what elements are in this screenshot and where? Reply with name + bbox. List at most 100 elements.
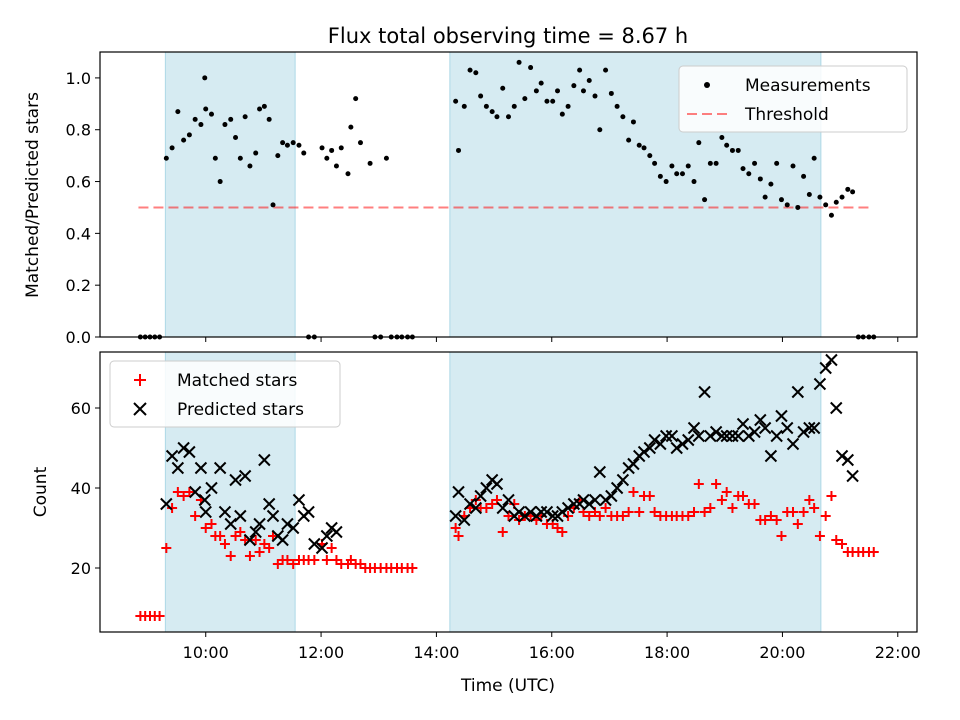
- predicted-star-point: [452, 485, 465, 499]
- matched-star-point: [814, 531, 825, 541]
- matched-star-point: [167, 503, 178, 513]
- measurement-point: [580, 88, 586, 94]
- measurement-point: [652, 160, 658, 166]
- x-tick-label: 22:00: [875, 643, 921, 662]
- measurement-point: [806, 192, 812, 197]
- measurement-point: [489, 109, 495, 115]
- predicted-star-point: [496, 501, 509, 515]
- measurement-point: [630, 119, 636, 125]
- matched-star-point: [683, 511, 694, 521]
- measurement-point: [850, 189, 856, 195]
- measurement-point: [478, 93, 484, 99]
- measurement-point: [740, 166, 746, 172]
- predicted-star-point: [758, 421, 772, 435]
- matched-star-point: [831, 535, 842, 545]
- predicted-star-point: [819, 361, 832, 375]
- predicted-star-point: [469, 501, 483, 515]
- measurement-point: [383, 155, 389, 161]
- measurement-point: [719, 135, 725, 140]
- measurement-point: [275, 153, 281, 159]
- measurement-point: [202, 75, 208, 81]
- predicted-star-point: [205, 481, 218, 495]
- matched-star-point: [826, 491, 837, 501]
- predicted-star-point: [177, 441, 190, 455]
- matched-star-point: [172, 487, 183, 497]
- predicted-star-point: [797, 425, 810, 439]
- predicted-star-point: [742, 429, 756, 443]
- measurement-point: [778, 197, 784, 203]
- predicted-star-point: [807, 421, 821, 435]
- measurement-point: [324, 155, 330, 161]
- predicted-star-point: [720, 429, 733, 443]
- measurement-point: [181, 137, 187, 143]
- matched-star-point: [206, 519, 217, 529]
- matched-star-point: [868, 547, 879, 557]
- predicted-star-point: [726, 429, 739, 443]
- matched-star-point: [321, 555, 332, 565]
- measurement-point: [790, 163, 796, 169]
- measurement-point: [620, 114, 626, 120]
- measurements-series: [137, 59, 877, 340]
- predicted-star-point: [748, 425, 761, 439]
- predicted-star-point: [218, 505, 232, 519]
- measurement-point: [348, 124, 354, 130]
- predicted-star-point: [330, 525, 343, 539]
- measurement-point: [784, 202, 790, 208]
- predicted-star-point: [754, 413, 767, 427]
- x-tick-label: 20:00: [759, 643, 805, 662]
- measurement-point: [603, 67, 609, 73]
- x-tick-label: 18:00: [644, 643, 690, 662]
- measurement-point: [828, 212, 834, 218]
- matched-star-point: [282, 555, 293, 565]
- measurement-point: [679, 171, 685, 177]
- measurement-point: [237, 155, 243, 161]
- predicted-star-point: [588, 493, 602, 507]
- measurement-point: [290, 140, 296, 146]
- top-legend-box: [678, 65, 908, 133]
- matched-star-point: [190, 511, 201, 521]
- measurement-point: [669, 163, 675, 169]
- observing-window: [164, 51, 296, 338]
- measurement-point: [506, 114, 511, 120]
- bottom-panel: 10:00 12:00 14:00 16:00 18:00 20:00 22:00 20 40 6…: [31, 351, 921, 696]
- measurement-point: [811, 155, 817, 161]
- measurement-point: [169, 145, 175, 151]
- measurement-point: [257, 106, 263, 112]
- predicted-star-point: [458, 513, 471, 527]
- predicted-star-point: [775, 409, 788, 423]
- measurement-point: [757, 176, 763, 182]
- matched-star-point: [450, 523, 461, 533]
- matched-star-point: [254, 547, 265, 557]
- measurement-point: [735, 147, 741, 153]
- matched-star-point: [235, 527, 246, 537]
- matched-star-point: [268, 531, 279, 541]
- measurement-point: [713, 160, 719, 166]
- measurement-point: [586, 78, 592, 83]
- predicted-star-point: [616, 473, 630, 487]
- measurement-point: [222, 122, 228, 128]
- predicted-star-point: [512, 505, 526, 519]
- matched-star-point: [161, 543, 172, 553]
- predicted-star-point: [830, 401, 843, 415]
- top-panel: 0.0 0.2 0.4 0.6 0.8 1.0 Matched/Predicted sta…: [23, 51, 918, 347]
- measurement-point: [691, 179, 697, 185]
- bottom-legend: Matched stars Predicted stars: [109, 360, 341, 428]
- predicted-star-point: [791, 385, 805, 399]
- legend-predicted-marker: [133, 402, 147, 416]
- top-axes-ticks: 0.0 0.2 0.4 0.6 0.8 1.0: [66, 69, 899, 347]
- top-plot-frame: [99, 51, 918, 338]
- predicted-star-point: [692, 429, 706, 443]
- predicted-star-point: [670, 441, 683, 455]
- predicted-star-point: [199, 505, 212, 519]
- measurement-point: [833, 199, 839, 205]
- predicted-star-point: [659, 429, 673, 443]
- matched-star-point: [584, 511, 595, 521]
- matched-star-point: [623, 507, 634, 517]
- measurement-point: [577, 67, 583, 73]
- measurement-point: [538, 80, 544, 86]
- x-tick-label: 14:00: [413, 643, 459, 662]
- predicted-star-point: [292, 493, 306, 507]
- matched-star-point: [250, 535, 261, 545]
- bottom-legend-box: [109, 360, 341, 428]
